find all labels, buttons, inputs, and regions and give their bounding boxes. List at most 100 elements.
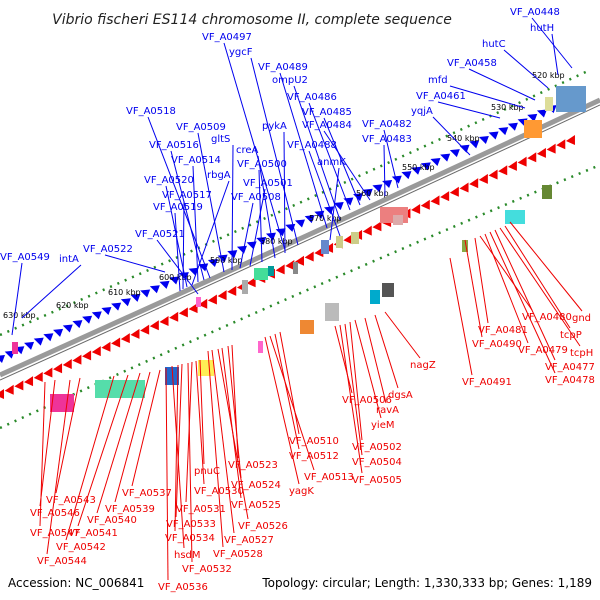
forward-gene-label: VF_A0461 [416, 91, 466, 102]
forward-gene-arrow [362, 188, 373, 197]
reverse-gene-arrow [536, 147, 546, 158]
reverse-gene-label: VF_A0512 [289, 451, 339, 462]
forward-gene-arrow [536, 109, 547, 118]
forward-label-connector [293, 85, 341, 221]
reverse-gene-arrow [140, 324, 150, 335]
forward-gene-track [0, 96, 576, 363]
forward-gene-arrow [24, 341, 35, 350]
reverse-label-connector [199, 359, 205, 465]
forward-gene-label: VF_A0516 [149, 140, 199, 151]
reverse-label-connector [65, 375, 115, 541]
forward-gene-arrow [101, 307, 112, 316]
forward-label-connector [257, 155, 276, 259]
forward-gene-label: VF_A0509 [176, 122, 226, 133]
forward-gene-label: VF_A0483 [362, 134, 412, 145]
tick-label: 570 kbp [309, 214, 342, 223]
forward-gene-arrow [120, 298, 131, 307]
forward-label-connector [432, 116, 471, 156]
forward-gene-label: hutC [482, 39, 506, 50]
forward-gene-arrow [469, 140, 480, 149]
tick-label: 520 kbp [532, 71, 565, 80]
reverse-gene-label: hsdM [174, 550, 201, 561]
forward-label-connector [147, 116, 211, 279]
tick-label: 630 kbp [3, 311, 36, 320]
reverse-gene-arrow [207, 294, 217, 305]
forward-gene-arrow [449, 149, 460, 158]
tick-label: 590 kbp [210, 256, 243, 265]
forward-gene-label: anmK [317, 157, 346, 168]
reverse-gene-arrow [362, 225, 372, 236]
forward-label-connector [383, 129, 399, 189]
forward-gene-label: VF_A0520 [144, 175, 194, 186]
reverse-gene-arrow [169, 311, 179, 322]
reverse-gene-labels: gndtcpPtcpHVF_A0477VF_A0478VF_A0479VF_A0… [30, 221, 595, 593]
kbp-ticks: 520 kbp 530 kbp 540 kbp 550 kbp 560 kbp … [3, 71, 565, 320]
backbone-shadow [0, 104, 600, 381]
forward-gene-arrow [343, 197, 354, 206]
reverse-gene-label: VF_A0530 [194, 486, 244, 497]
forward-gene-arrow [372, 184, 383, 193]
reverse-label-connector [207, 350, 224, 548]
forward-gene-label: VF_A0518 [126, 106, 176, 117]
reverse-gene-label: VF_A0477 [545, 362, 595, 373]
reverse-gene-label: VF_A0481 [478, 325, 528, 336]
reverse-gene-arrow [459, 182, 469, 193]
forward-label-connector [383, 144, 386, 197]
reverse-label-connector [46, 379, 71, 555]
reverse-gene-arrow [4, 384, 14, 395]
reverse-gene-arrow [188, 303, 198, 314]
reverse-gene-arrow [517, 156, 527, 167]
forward-label-connector [11, 262, 23, 336]
reverse-label-connector [114, 371, 151, 503]
feature-block [382, 283, 394, 297]
forward-gene-label: VF_A0489 [258, 62, 308, 73]
forward-gene-arrow [169, 276, 180, 285]
tick-label: 550 kbp [402, 163, 435, 172]
forward-gene-label: ygcF [229, 47, 253, 58]
feature-block [258, 341, 263, 353]
forward-gene-label: VF_A0519 [153, 202, 203, 213]
forward-gene-arrow [401, 171, 412, 180]
reverse-gene-label: nagZ [410, 360, 436, 371]
feature-block [545, 97, 553, 111]
reverse-gene-arrow [507, 160, 517, 171]
forward-gene-arrow [236, 245, 247, 254]
reverse-gene-label: tcpP [560, 330, 582, 341]
feature-block [242, 280, 248, 294]
map-title: Vibrio fischeri ES114 chromosome II, com… [52, 12, 452, 28]
reverse-gene-label: VF_A0525 [231, 500, 281, 511]
chromosome-backbone [0, 97, 600, 378]
forward-gene-label: VF_A0549 [0, 252, 50, 263]
reverse-label-connector [339, 324, 363, 474]
reverse-gene-arrow [565, 134, 575, 145]
feature-block [325, 303, 339, 321]
inner-dotted-ring [0, 163, 600, 430]
reverse-gene-label: VF_A0546 [30, 508, 80, 519]
reverse-gene-label: VF_A0504 [352, 457, 402, 468]
forward-gene-label: VF_A0514 [171, 155, 221, 166]
reverse-gene-arrow [120, 333, 130, 344]
reverse-gene-label: VF_A0505 [352, 475, 402, 486]
forward-gene-arrow [0, 355, 5, 363]
reverse-gene-label: VF_A0526 [238, 521, 288, 532]
tick-label: 560 kbp [356, 189, 389, 198]
reverse-gene-arrow [72, 354, 82, 365]
reverse-gene-arrow [372, 221, 382, 232]
forward-label-connector [258, 169, 263, 263]
forward-gene-label: gltS [211, 134, 230, 145]
forward-gene-arrow [111, 302, 122, 311]
reverse-gene-arrow [198, 298, 208, 309]
forward-label-connector [249, 188, 266, 267]
forward-gene-label: VF_A0501 [243, 178, 293, 189]
reverse-label-connector [489, 231, 556, 374]
reverse-label-connector [354, 319, 382, 419]
reverse-gene-track [0, 134, 575, 399]
forward-gene-arrow [33, 337, 44, 346]
forward-gene-label: mfd [428, 75, 448, 86]
accession-text: Accession: NC_006841 [8, 576, 144, 590]
forward-gene-arrow [440, 153, 451, 162]
feature-blocks [12, 86, 586, 412]
forward-gene-label: VF_A0485 [302, 107, 352, 118]
forward-gene-label: VF_A0500 [237, 159, 287, 170]
